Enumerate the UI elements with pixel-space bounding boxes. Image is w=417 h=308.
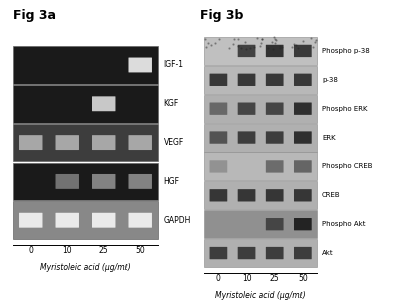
- FancyBboxPatch shape: [204, 210, 317, 238]
- FancyBboxPatch shape: [13, 163, 158, 200]
- Text: ERK: ERK: [322, 135, 336, 140]
- FancyBboxPatch shape: [204, 181, 317, 209]
- FancyBboxPatch shape: [238, 189, 255, 201]
- FancyBboxPatch shape: [204, 152, 317, 180]
- Text: Akt: Akt: [322, 250, 334, 256]
- Text: p-38: p-38: [322, 77, 338, 83]
- FancyBboxPatch shape: [266, 247, 284, 259]
- FancyBboxPatch shape: [209, 160, 227, 172]
- FancyBboxPatch shape: [204, 37, 317, 65]
- FancyBboxPatch shape: [204, 66, 317, 94]
- FancyBboxPatch shape: [13, 201, 158, 239]
- FancyBboxPatch shape: [266, 74, 284, 86]
- FancyBboxPatch shape: [209, 189, 227, 201]
- FancyBboxPatch shape: [55, 174, 79, 189]
- FancyBboxPatch shape: [294, 160, 312, 172]
- FancyBboxPatch shape: [266, 103, 284, 115]
- FancyBboxPatch shape: [294, 218, 312, 230]
- Text: KGF: KGF: [163, 99, 179, 108]
- FancyBboxPatch shape: [294, 45, 312, 57]
- FancyBboxPatch shape: [294, 103, 312, 115]
- FancyBboxPatch shape: [238, 247, 255, 259]
- Text: GAPDH: GAPDH: [163, 216, 191, 225]
- FancyBboxPatch shape: [13, 46, 158, 84]
- FancyBboxPatch shape: [266, 45, 284, 57]
- FancyBboxPatch shape: [209, 74, 227, 86]
- FancyBboxPatch shape: [209, 132, 227, 144]
- FancyBboxPatch shape: [204, 124, 317, 152]
- Text: HGF: HGF: [163, 177, 179, 186]
- FancyBboxPatch shape: [13, 124, 158, 161]
- FancyBboxPatch shape: [13, 85, 158, 123]
- FancyBboxPatch shape: [128, 58, 152, 72]
- FancyBboxPatch shape: [128, 135, 152, 150]
- Text: Phospho p-38: Phospho p-38: [322, 48, 370, 54]
- FancyBboxPatch shape: [294, 247, 312, 259]
- FancyBboxPatch shape: [238, 74, 255, 86]
- Text: 10: 10: [63, 246, 72, 255]
- FancyBboxPatch shape: [209, 103, 227, 115]
- Text: Myristoleic acid (μg/mℓ): Myristoleic acid (μg/mℓ): [215, 291, 306, 300]
- FancyBboxPatch shape: [19, 135, 43, 150]
- FancyBboxPatch shape: [92, 174, 116, 189]
- FancyBboxPatch shape: [238, 45, 255, 57]
- FancyBboxPatch shape: [294, 132, 312, 144]
- Text: 50: 50: [136, 246, 145, 255]
- FancyBboxPatch shape: [55, 213, 79, 228]
- Text: Fig 3a: Fig 3a: [13, 9, 55, 22]
- Text: VEGF: VEGF: [163, 138, 184, 147]
- Text: Phospho ERK: Phospho ERK: [322, 106, 367, 112]
- FancyBboxPatch shape: [92, 96, 116, 111]
- FancyBboxPatch shape: [209, 247, 227, 259]
- Text: Fig 3b: Fig 3b: [200, 9, 244, 22]
- FancyBboxPatch shape: [294, 74, 312, 86]
- Text: 0: 0: [216, 274, 221, 283]
- Text: Phospho CREB: Phospho CREB: [322, 164, 372, 169]
- FancyBboxPatch shape: [266, 132, 284, 144]
- FancyBboxPatch shape: [238, 132, 255, 144]
- Text: CREB: CREB: [322, 192, 341, 198]
- Text: 0: 0: [28, 246, 33, 255]
- Text: 10: 10: [242, 274, 251, 283]
- FancyBboxPatch shape: [19, 213, 43, 228]
- FancyBboxPatch shape: [128, 213, 152, 228]
- FancyBboxPatch shape: [92, 135, 116, 150]
- FancyBboxPatch shape: [204, 239, 317, 267]
- FancyBboxPatch shape: [266, 160, 284, 172]
- FancyBboxPatch shape: [204, 95, 317, 123]
- FancyBboxPatch shape: [55, 135, 79, 150]
- Text: IGF-1: IGF-1: [163, 60, 183, 70]
- FancyBboxPatch shape: [238, 103, 255, 115]
- FancyBboxPatch shape: [266, 218, 284, 230]
- FancyBboxPatch shape: [128, 174, 152, 189]
- FancyBboxPatch shape: [294, 189, 312, 201]
- Text: 50: 50: [298, 274, 308, 283]
- Text: Myristoleic acid (μg/mℓ): Myristoleic acid (μg/mℓ): [40, 263, 131, 272]
- Text: Phospho Akt: Phospho Akt: [322, 221, 365, 227]
- Text: 25: 25: [99, 246, 108, 255]
- FancyBboxPatch shape: [92, 213, 116, 228]
- FancyBboxPatch shape: [266, 189, 284, 201]
- Text: 25: 25: [270, 274, 279, 283]
